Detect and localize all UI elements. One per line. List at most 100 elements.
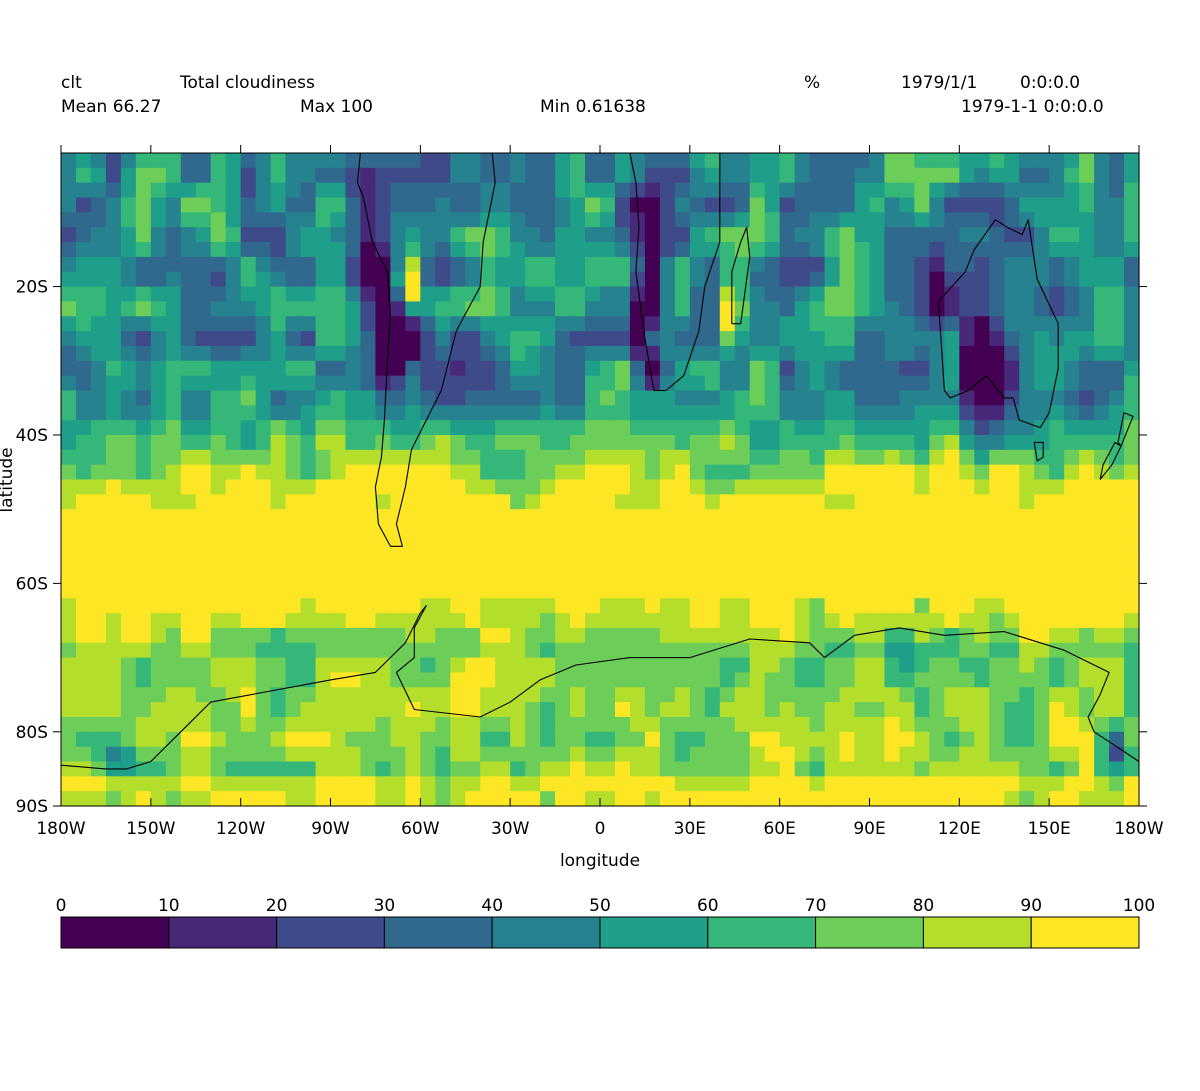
field-cell — [150, 345, 167, 362]
field-cell — [495, 687, 511, 703]
field-cell — [585, 479, 601, 495]
field-cell — [884, 375, 901, 392]
field-cell — [570, 464, 586, 481]
field-cell — [195, 568, 212, 584]
colorbar-label: 90 — [1020, 896, 1042, 916]
field-cell — [764, 642, 781, 659]
field-cell — [959, 613, 975, 629]
field-cell — [390, 301, 406, 317]
field-cell — [1034, 627, 1050, 644]
field-cell — [405, 613, 421, 629]
field-cell — [570, 449, 586, 466]
field-cell — [719, 761, 736, 777]
field-cell — [764, 301, 781, 317]
field-cell — [390, 375, 406, 392]
field-cell — [600, 434, 616, 451]
field-cell — [689, 345, 706, 362]
field-cell — [600, 479, 616, 495]
field-cell — [120, 642, 137, 659]
field-cell — [135, 286, 152, 303]
field-cell — [465, 791, 481, 807]
field-cell — [1049, 464, 1065, 481]
field-cell — [1049, 434, 1065, 451]
field-cell — [1124, 212, 1140, 228]
field-cell — [315, 420, 332, 436]
field-cell — [450, 687, 466, 703]
field-cell — [824, 256, 841, 273]
field-cell — [914, 791, 930, 807]
field-cell — [1034, 375, 1050, 392]
field-cell — [869, 687, 886, 703]
field-cell — [884, 227, 901, 243]
field-cell — [659, 479, 676, 495]
field-cell — [704, 420, 721, 436]
field-cell — [105, 598, 122, 614]
field-cell — [794, 197, 811, 213]
field-cell — [674, 657, 691, 674]
field-cell — [644, 776, 661, 792]
field-cell — [330, 182, 347, 199]
field-cell — [375, 776, 391, 792]
field-cell — [285, 167, 302, 184]
field-cell — [270, 494, 287, 510]
field-cell — [764, 627, 781, 644]
field-cell — [180, 613, 197, 629]
field-cell — [570, 553, 586, 570]
field-cell — [195, 538, 212, 555]
field-cell — [839, 672, 856, 688]
field-cell — [495, 613, 511, 629]
field-cell — [480, 271, 496, 288]
field-cell — [240, 731, 257, 748]
field-cell — [899, 167, 916, 184]
field-cell — [959, 286, 975, 303]
field-cell — [480, 256, 496, 273]
field-cell — [794, 553, 811, 570]
field-cell — [809, 731, 826, 748]
field-cell — [899, 286, 916, 303]
field-cell — [285, 494, 302, 510]
field-cell — [914, 449, 930, 466]
field-cell — [674, 271, 691, 288]
field-cell — [1094, 553, 1110, 570]
field-cell — [614, 568, 631, 584]
field-cell — [270, 227, 287, 243]
field-cell — [704, 716, 721, 733]
field-cell — [270, 553, 287, 570]
field-cell — [764, 538, 781, 555]
field-cell — [824, 167, 841, 184]
field-cell — [450, 494, 466, 510]
field-cell — [614, 167, 631, 184]
field-cell — [315, 494, 332, 510]
field-cell — [255, 153, 272, 169]
field-cell — [959, 791, 975, 807]
field-cell — [884, 197, 901, 213]
field-cell — [1019, 360, 1035, 377]
field-cell — [450, 524, 466, 540]
field-cell — [540, 316, 556, 332]
field-cell — [420, 360, 436, 377]
field-cell — [450, 167, 466, 184]
field-cell — [1004, 731, 1020, 748]
field-cell — [435, 776, 451, 792]
field-cell — [195, 345, 212, 362]
field-cell — [390, 746, 406, 763]
field-cell — [285, 538, 302, 555]
field-cell — [300, 479, 317, 495]
field-cell — [779, 716, 796, 733]
field-cell — [719, 197, 736, 213]
field-cell — [794, 642, 811, 659]
field-cell — [1124, 227, 1140, 243]
field-cell — [794, 390, 811, 406]
field-cell — [180, 731, 197, 748]
field-cell — [779, 375, 796, 392]
field-cell — [135, 746, 152, 763]
colorbar-swatch — [276, 916, 385, 949]
field-cell — [120, 227, 137, 243]
field-cell — [135, 524, 152, 540]
field-cell — [794, 360, 811, 377]
field-cell — [794, 256, 811, 273]
field-cell — [90, 716, 107, 733]
field-cell — [779, 524, 796, 540]
field-cell — [540, 657, 556, 674]
field-cell — [225, 553, 242, 570]
